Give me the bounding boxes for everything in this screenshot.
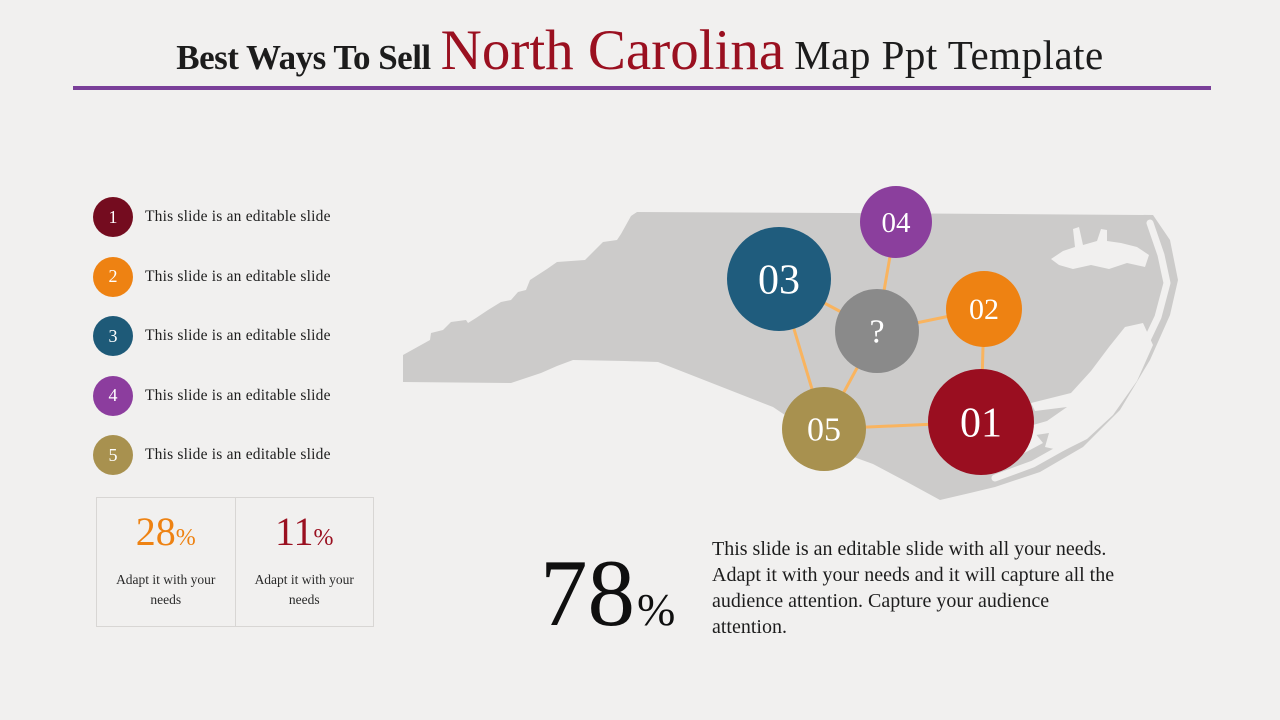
page-title: Best Ways To Sell North Carolina Map Ppt…: [0, 18, 1280, 83]
map-node-label-03: 03: [758, 257, 800, 303]
map-node-03[interactable]: 03: [727, 227, 831, 331]
map-node-circle-02: [946, 271, 1022, 347]
stat-caption: Adapt it with your needs: [116, 572, 216, 608]
percent-sign: %: [313, 525, 334, 551]
list-bullet-4: 4: [93, 375, 133, 416]
title-prefix: Best Ways To Sell: [176, 38, 431, 77]
list-bullet-5: 5: [93, 435, 133, 475]
title-suffix: Map Ppt Template: [794, 32, 1104, 78]
list-item-label: This slide is an editable slide: [145, 446, 331, 463]
stat-cell-28[interactable]: 28 % Adapt it with your needs: [97, 498, 235, 626]
stat-caption: Adapt it with your needs: [254, 572, 354, 608]
title-underline: [73, 86, 1211, 90]
stat-value: 28 %: [136, 512, 196, 552]
map-node-label-01: 01: [960, 400, 1002, 446]
list-item-label: This slide is an editable slide: [145, 267, 331, 285]
stat-value: 11 %: [275, 512, 334, 552]
map-node-label-05: 05: [807, 412, 841, 449]
percent-sign: %: [637, 584, 676, 635]
map-node-circle-01: [928, 369, 1034, 475]
map-node-circle-q: [835, 289, 919, 373]
list-item-1[interactable]: 1 This slide is an editable slide: [93, 197, 393, 237]
list-bullet-3: 3: [93, 316, 133, 356]
highlight-stat: 78 %: [540, 546, 675, 641]
list-item-label: This slide is an editable slide: [145, 386, 331, 404]
map-node-label-04: 04: [882, 207, 912, 239]
list-bullet-1: 1: [93, 197, 133, 237]
title-highlight: North Carolina: [440, 19, 785, 82]
map-node-02[interactable]: 02: [946, 271, 1022, 347]
map-node-circle-03: [727, 227, 831, 331]
stat-number: 28: [135, 509, 176, 554]
albemarle-sound-water: [1051, 227, 1149, 269]
outer-banks-channel: [991, 219, 1171, 482]
list-item-label: This slide is an editable slide: [145, 327, 331, 344]
map-node-q[interactable]: ?: [835, 289, 919, 373]
stat-box-group: 28 % Adapt it with your needs 11 % Adapt…: [96, 497, 374, 627]
map-node-05[interactable]: 05: [782, 387, 866, 471]
list-item-label: This slide is an editable slide: [145, 208, 331, 225]
list-bullet-2: 2: [93, 256, 133, 297]
description-text: This slide is an editable slide with all…: [712, 538, 1115, 638]
north-carolina-map: 01 02 03 04 05?: [395, 185, 1185, 500]
list-item-5[interactable]: 5 This slide is an editable slide: [93, 435, 393, 475]
map-node-circle-05: [782, 387, 866, 471]
map-node-01[interactable]: 01: [928, 369, 1034, 475]
map-node-label-02: 02: [969, 293, 999, 326]
map-node-circle-04: [860, 186, 932, 258]
list-item-4[interactable]: 4 This slide is an editable slide: [93, 375, 393, 416]
map-node-04[interactable]: 04: [860, 186, 932, 258]
pamlico-sound-water: [1019, 323, 1153, 451]
map-node-label-q: ?: [869, 314, 884, 351]
feature-list: 1 This slide is an editable slide 2 This sl…: [93, 197, 393, 495]
percent-sign: %: [175, 525, 196, 551]
list-item-2[interactable]: 2 This slide is an editable slide: [93, 256, 393, 297]
stat-number: 11: [274, 509, 314, 554]
stat-cell-11[interactable]: 11 % Adapt it with your needs: [234, 498, 374, 626]
highlight-stat-number: 78: [540, 540, 635, 646]
list-item-3[interactable]: 3 This slide is an editable slide: [93, 316, 393, 356]
